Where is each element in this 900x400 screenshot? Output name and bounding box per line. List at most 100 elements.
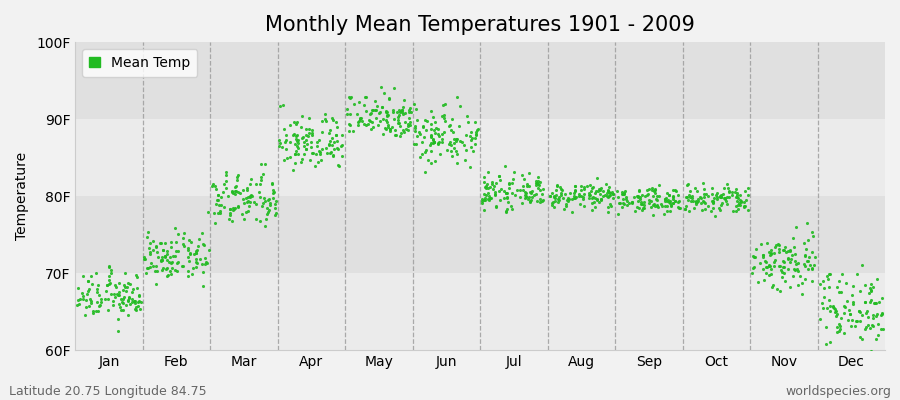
- Point: [648, 185, 662, 192]
- Point: [688, 198, 703, 204]
- Point: [689, 198, 704, 205]
- Point: [543, 193, 557, 199]
- Point: [308, 162, 322, 169]
- Point: [576, 196, 590, 202]
- Point: [130, 274, 144, 280]
- Point: [431, 126, 446, 132]
- Point: [630, 193, 644, 200]
- Point: [398, 119, 412, 125]
- Point: [289, 121, 303, 128]
- Point: [176, 263, 190, 269]
- Point: [647, 187, 662, 193]
- Point: [694, 195, 708, 201]
- Point: [568, 187, 582, 194]
- Point: [657, 211, 671, 217]
- Point: [760, 240, 774, 246]
- Point: [773, 262, 788, 269]
- Point: [713, 193, 727, 200]
- Point: [445, 153, 459, 159]
- Point: [798, 262, 813, 269]
- Point: [660, 190, 674, 196]
- Point: [807, 262, 822, 268]
- Point: [427, 138, 441, 145]
- Point: [704, 208, 718, 214]
- Point: [131, 298, 146, 305]
- Point: [759, 258, 773, 265]
- Point: [357, 102, 372, 108]
- Point: [476, 174, 491, 180]
- Point: [691, 195, 706, 202]
- Point: [533, 199, 547, 205]
- Point: [582, 192, 597, 198]
- Point: [289, 148, 303, 154]
- Point: [442, 123, 456, 130]
- Point: [86, 310, 101, 316]
- Point: [835, 270, 850, 277]
- Point: [685, 195, 699, 202]
- Point: [123, 281, 138, 287]
- Point: [243, 199, 257, 205]
- Point: [287, 141, 302, 147]
- Point: [710, 190, 724, 196]
- Point: [777, 259, 791, 265]
- Point: [360, 121, 374, 127]
- Point: [492, 173, 507, 179]
- Point: [678, 206, 692, 212]
- Point: [154, 258, 168, 264]
- Point: [151, 253, 166, 260]
- Point: [822, 284, 836, 290]
- Point: [153, 257, 167, 264]
- Point: [116, 282, 130, 288]
- Point: [331, 162, 346, 168]
- Point: [729, 203, 743, 209]
- Point: [764, 266, 778, 272]
- Point: [94, 298, 109, 305]
- Point: [310, 150, 324, 157]
- Point: [858, 299, 872, 305]
- Point: [568, 188, 582, 194]
- Point: [531, 178, 545, 185]
- Point: [190, 246, 204, 253]
- Point: [788, 258, 803, 264]
- Point: [638, 193, 652, 199]
- Point: [359, 94, 374, 100]
- Point: [776, 264, 790, 270]
- Point: [830, 283, 844, 290]
- Point: [342, 127, 356, 134]
- Point: [342, 94, 356, 100]
- Point: [395, 107, 410, 113]
- Point: [530, 180, 544, 186]
- Point: [784, 256, 798, 262]
- Point: [567, 193, 581, 199]
- Point: [834, 289, 849, 296]
- Point: [460, 113, 474, 119]
- Point: [665, 186, 680, 193]
- Point: [788, 260, 803, 267]
- Point: [291, 139, 305, 146]
- Point: [158, 253, 173, 259]
- Point: [202, 247, 216, 254]
- Point: [130, 285, 144, 292]
- Point: [798, 276, 813, 282]
- Point: [757, 276, 771, 283]
- Point: [689, 201, 704, 207]
- Point: [230, 188, 245, 195]
- Point: [217, 204, 231, 210]
- Point: [258, 198, 273, 204]
- Point: [697, 194, 711, 200]
- Point: [129, 307, 143, 314]
- Point: [158, 253, 172, 260]
- Point: [426, 140, 440, 147]
- Point: [354, 115, 368, 122]
- Point: [733, 192, 747, 198]
- Point: [650, 203, 664, 209]
- Point: [328, 132, 343, 138]
- Point: [625, 198, 639, 205]
- Point: [518, 189, 532, 196]
- Point: [428, 139, 442, 145]
- Point: [869, 311, 884, 317]
- Point: [408, 125, 422, 132]
- Point: [450, 136, 464, 142]
- Point: [499, 190, 513, 196]
- Point: [330, 138, 345, 145]
